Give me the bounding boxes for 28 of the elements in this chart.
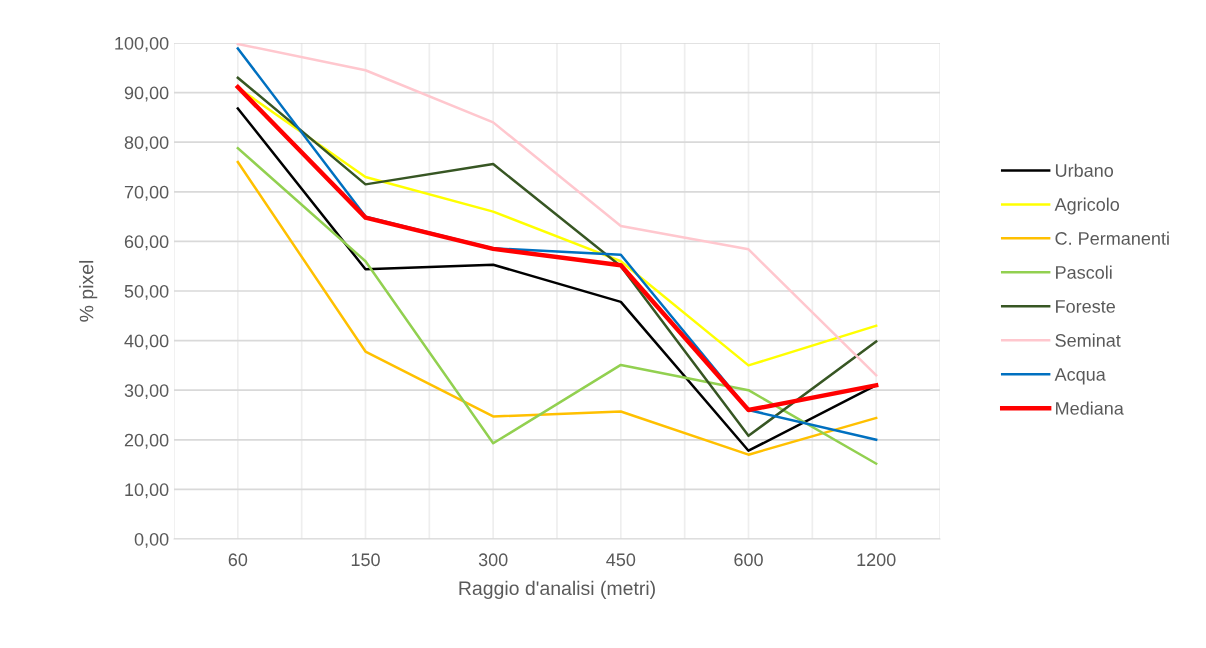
y-axis-title: % pixel [79,260,98,322]
legend-label: Urbano [1055,163,1114,177]
y-tick-label: 0,00 [134,532,169,548]
legend-label: Foreste [1056,300,1115,313]
legend-label: Mediana [1056,401,1124,415]
y-tick-label: 100,00 [115,36,169,52]
x-tick-label: 150 [351,553,380,567]
line-series [236,43,878,377]
legend-label: C. Permanenti [1055,231,1169,245]
x-tick-label: 60 [228,553,248,567]
y-tick-label: 60,00 [124,235,169,251]
legend-label: Pascoli [1056,265,1112,279]
y-tick-label: 10,00 [125,483,169,499]
x-tick-label: 1200 [857,553,896,567]
y-tick-label: 30,00 [124,384,169,400]
y-tick-label: 50,00 [124,284,169,300]
legend-label: Agricolo [1054,197,1120,215]
x-tick-label: 600 [734,553,763,567]
legend-label: Seminat [1055,333,1121,347]
y-tick-label: 20,00 [124,433,169,449]
x-axis-title: Raggio d'analisi (metri) [459,580,655,599]
y-tick-label: 80,00 [124,136,169,152]
x-tick-label: 300 [478,553,508,567]
x-tick-label: 450 [606,553,636,567]
y-tick-label: 90,00 [124,86,169,102]
y-tick-label: 40,00 [124,334,169,350]
legend-label: Acqua [1054,368,1106,385]
y-tick-label: 70,00 [124,185,169,201]
